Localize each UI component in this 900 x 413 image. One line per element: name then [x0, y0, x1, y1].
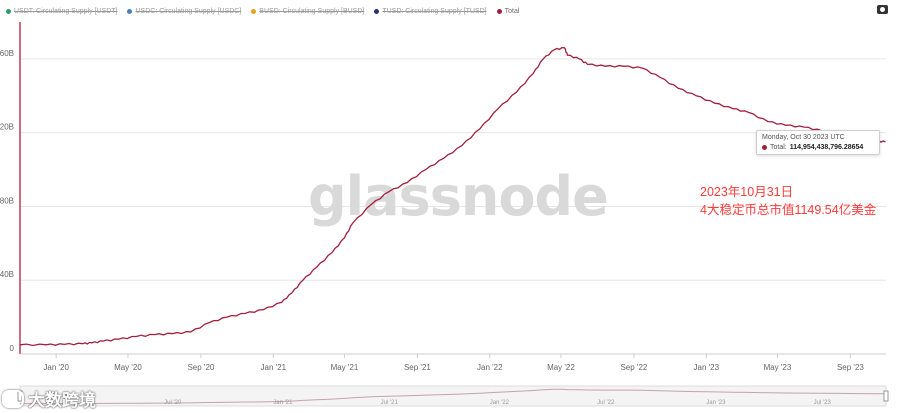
legend-item[interactable]: USDC: Circulating Supply [USDC]	[127, 8, 241, 15]
y-tick-label: 120B	[0, 123, 14, 132]
tooltip-series-label: Total:	[770, 144, 787, 151]
x-tick-label: Sep '22	[620, 363, 647, 372]
legend-label: TUSD: Circulating Supply [TUSD]	[382, 7, 487, 15]
annotation-text: 4大稳定币总市值1149.54亿美金	[700, 203, 877, 217]
tooltip-series-dot	[762, 145, 767, 150]
tooltip-value: 114,954,438,796.28654	[789, 144, 864, 151]
legend-item[interactable]: Total	[496, 7, 520, 15]
annotation: 2023年10月31日 4大稳定币总市值1149.54亿美金	[700, 183, 876, 219]
y-tick-label: 0	[10, 344, 15, 353]
tooltip: Monday, Oct 30 2023 UTC Total: 114,954,4…	[756, 130, 880, 155]
legend-label: BUSD: Circulating Supply [BUSD]	[259, 7, 365, 15]
grid-lines	[20, 58, 886, 281]
legend-item[interactable]: BUSD: Circulating Supply [BUSD]	[251, 8, 364, 15]
x-tick-label: May '20	[114, 363, 142, 372]
y-tick-label: 160B	[0, 49, 14, 58]
navigator-tick-label: Jul '22	[597, 400, 615, 406]
navigator[interactable]: Jul '20 Jan '21 Jul '21 Jan '22 Jul '22 Jan '…	[17, 385, 889, 407]
x-tick-label: Jan '21	[261, 363, 287, 372]
navigator-tick-label: Jul '21	[381, 400, 399, 406]
legend-marker-icon	[127, 8, 133, 14]
brand-watermark: 大数跨境	[2, 386, 96, 411]
legend-item[interactable]: USDT: Circulating Supply [USDT]	[6, 8, 117, 15]
x-tick-label: Sep '20	[187, 363, 214, 372]
x-tick-label: Jan '23	[694, 363, 720, 372]
x-tick-label: Jan '22	[477, 363, 503, 372]
navigator-series-line	[20, 388, 886, 405]
legend-marker-icon	[374, 8, 380, 14]
x-axis: Jan '20 May '20 Sep '20 Jan '21 May '21 Sep '…	[43, 354, 864, 372]
legend-label: USDT: Circulating Supply [USDT]	[14, 7, 118, 15]
series-line-total	[19, 46, 886, 347]
y-tick-label: 40B	[0, 270, 14, 279]
legend-marker-icon	[251, 8, 257, 14]
tooltip-date: Monday, Oct 30 2023 UTC	[762, 134, 845, 141]
legend-label: USDC: Circulating Supply [USDC]	[135, 7, 242, 15]
y-axis: 0 40B 80B 120B 160B	[0, 49, 15, 353]
legend-marker-icon	[496, 8, 502, 14]
navigator-axis: Jul '20 Jan '21 Jul '21 Jan '22 Jul '22 Jan '…	[164, 400, 831, 406]
navigator-tick-label: Jan '23	[706, 400, 726, 406]
annotation-date: 2023年10月31日	[700, 185, 794, 199]
watermark: glassnode	[308, 165, 608, 228]
brand-name: 大数跨境	[28, 391, 96, 410]
tooltip-row: Total: 114,954,438,796.28654	[762, 144, 874, 151]
navigator-tick-label: Jul '20	[164, 400, 182, 406]
legend: USDT: Circulating Supply [USDT] USDC: Cir…	[6, 4, 519, 18]
navigator-handle-right[interactable]	[883, 390, 889, 402]
navigator-tick-label: Jul '23	[814, 400, 832, 406]
x-tick-label: Sep '21	[404, 363, 431, 372]
y-tick-label: 80B	[0, 196, 14, 205]
legend-label: Total	[504, 7, 520, 15]
legend-item[interactable]: TUSD: Circulating Supply [TUSD]	[374, 7, 487, 15]
legend-marker-icon	[6, 8, 11, 14]
x-tick-label: May '21	[331, 363, 359, 372]
x-tick-label: Sep '23	[837, 363, 864, 372]
navigator-tick-label: Jan '21	[273, 400, 293, 406]
navigator-tick-label: Jan '22	[490, 400, 510, 406]
x-tick-label: May '23	[764, 363, 792, 372]
x-tick-label: Jan '20	[43, 363, 69, 372]
x-tick-label: May '22	[547, 363, 575, 372]
brand-logo-icon	[2, 389, 24, 408]
camera-icon[interactable]	[877, 5, 888, 14]
